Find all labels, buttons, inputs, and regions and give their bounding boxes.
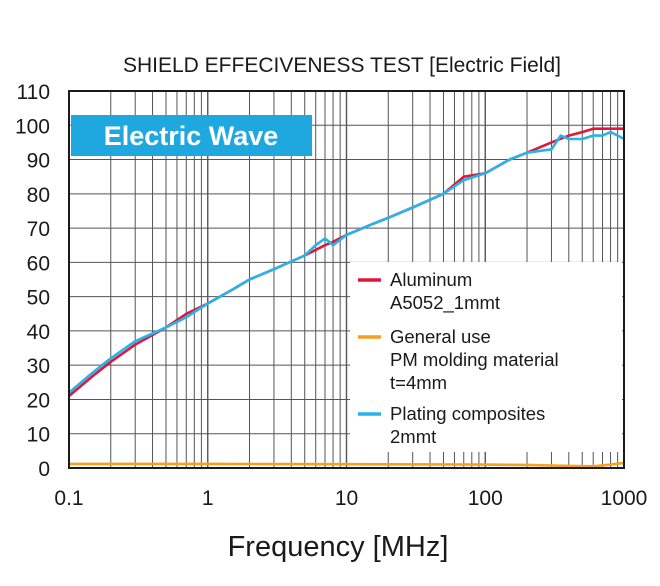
y-tick-label: 10 <box>27 424 50 447</box>
y-tick-label: 80 <box>27 184 50 207</box>
x-tick-label: 0.1 <box>54 487 83 510</box>
x-tick-label: 1000 <box>601 487 648 510</box>
legend-label-0: A5052_1mmt <box>390 292 500 314</box>
y-tick-label: 110 <box>17 81 50 104</box>
y-tick-label: 60 <box>27 252 50 275</box>
series-layer <box>68 127 625 468</box>
y-tick-label: 100 <box>15 115 50 138</box>
series-line-2 <box>68 130 625 394</box>
legend-label-1: General use <box>390 326 491 347</box>
legend-label-0: Aluminum <box>390 269 472 290</box>
y-tick-label: 40 <box>27 321 50 344</box>
x-tick-label: 10 <box>335 487 358 510</box>
x-tick-label: 100 <box>468 487 503 510</box>
x-tick-label: 1 <box>202 487 214 510</box>
x-tick-labels: 0.1 1 10 100 1000 <box>54 487 647 510</box>
y-tick-label: 50 <box>27 287 50 310</box>
legend-label-2: 2mmt <box>390 426 436 447</box>
legend-label-2: Plating composites <box>390 403 545 424</box>
badge-label: Electric Wave <box>104 121 279 151</box>
y-tick-label: 20 <box>27 389 50 412</box>
legend-label-1: t=4mm <box>390 372 447 393</box>
series-line-1 <box>69 461 625 468</box>
chart-title: SHIELD EFFECIVENESS TEST [Electric Field… <box>123 54 561 77</box>
chart-badge: Electric Wave <box>71 115 312 156</box>
x-axis-label: Frequency [MHz] <box>228 531 449 563</box>
legend-background <box>350 262 622 452</box>
plot-frame <box>68 90 625 469</box>
y-tick-labels: 0 10 20 30 40 50 60 70 80 90 100 110 <box>15 81 50 481</box>
y-tick-label: 90 <box>27 150 50 173</box>
badge-background <box>71 115 312 156</box>
y-tick-label: 0 <box>38 458 50 481</box>
legend-label-1: PM molding material <box>390 349 559 370</box>
y-tick-label: 30 <box>27 355 50 378</box>
y-tick-label: 70 <box>27 218 50 241</box>
